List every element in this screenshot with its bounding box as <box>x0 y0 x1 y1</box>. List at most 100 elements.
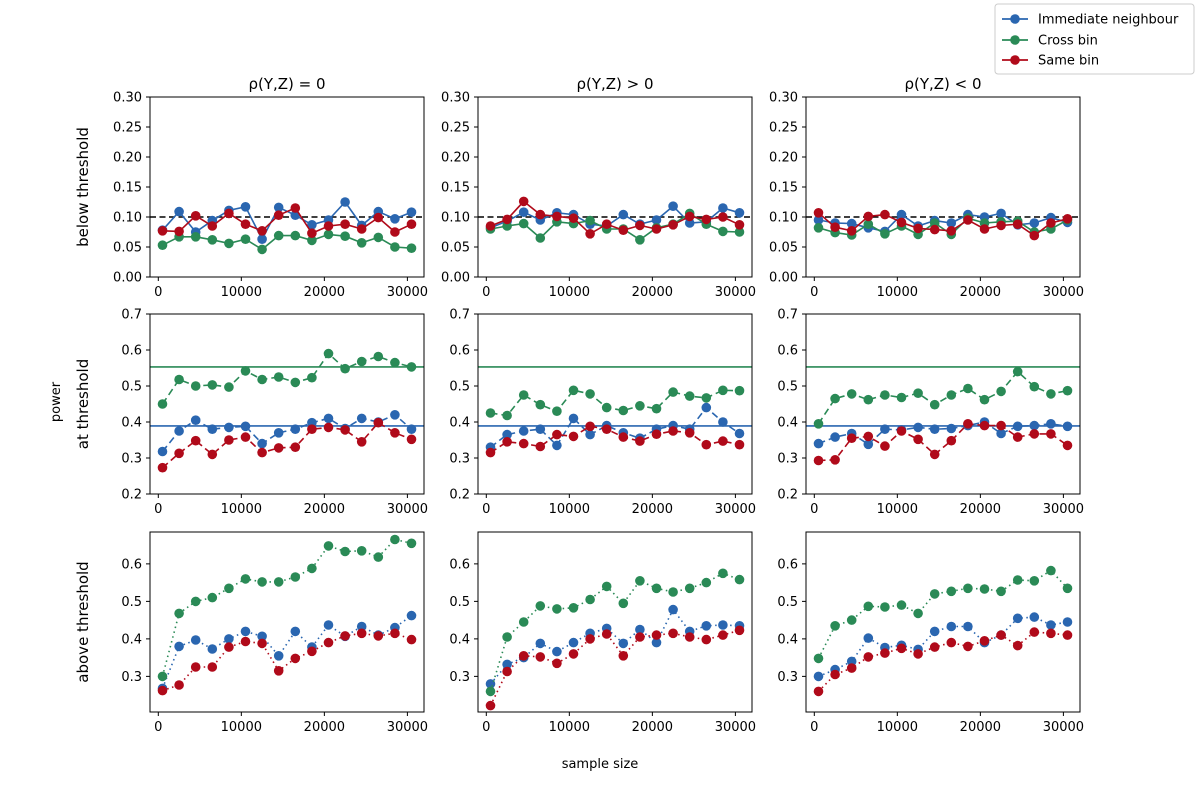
data-point-cross-bin <box>207 235 218 245</box>
x-tick-label: 30000 <box>715 720 756 735</box>
y-tick-label: 0.10 <box>113 211 142 226</box>
x-tick-label: 30000 <box>387 720 428 735</box>
data-point-cross-bin <box>518 617 529 627</box>
series-line-cross-bin <box>490 212 740 241</box>
x-tick-label: 20000 <box>960 285 1001 300</box>
data-point-same-bin <box>913 223 923 234</box>
data-point-same-bin <box>290 203 301 213</box>
data-point-immediate-neighbour <box>946 423 957 434</box>
data-point-cross-bin <box>635 401 645 411</box>
data-point-same-bin <box>340 219 350 229</box>
data-point-cross-bin <box>240 366 251 376</box>
data-point-cross-bin <box>618 598 629 609</box>
y-tick-label: 0.5 <box>121 595 142 610</box>
panel-r1-c0: 0 10000 20000 30000 0.2 0.3 0.4 0.5 0.6 0.7 at thr… <box>74 308 428 518</box>
y-tick-label: 0.3 <box>449 670 470 685</box>
panel-r2-c2: 0 10000 20000 30000 0.3 0.4 0.5 0.6 <box>777 531 1084 735</box>
series-line-cross-bin <box>817 569 1069 659</box>
data-point-same-bin <box>601 629 612 639</box>
y-tick-label: 0.25 <box>441 121 470 136</box>
y-tick-label: 0.2 <box>449 488 470 503</box>
data-point-cross-bin <box>979 394 990 405</box>
series-line-same-bin <box>490 425 740 454</box>
data-point-same-bin <box>585 421 595 432</box>
data-point-cross-bin <box>207 592 218 603</box>
data-point-immediate-neighbour <box>518 426 529 436</box>
data-point-same-bin <box>356 628 367 639</box>
data-point-cross-bin <box>240 234 251 244</box>
data-point-immediate-neighbour <box>207 644 218 654</box>
data-point-cross-bin <box>734 227 745 237</box>
data-point-cross-bin <box>356 546 367 556</box>
panel-r2-c0: 0 10000 20000 30000 0.3 0.4 0.5 0.6 above thresh… <box>74 531 428 735</box>
y-tick-label: 0.6 <box>449 557 470 572</box>
series-line-cross-bin <box>489 572 740 692</box>
data-point-same-bin <box>356 437 367 447</box>
data-point-cross-bin <box>290 230 301 241</box>
data-point-cross-bin <box>535 601 546 611</box>
data-point-immediate-neighbour <box>356 413 367 424</box>
data-point-same-bin <box>734 439 745 450</box>
y-tick-label: 0.25 <box>113 121 142 136</box>
data-point-same-bin <box>830 222 840 232</box>
data-point-same-bin <box>257 638 267 649</box>
y-tick-label: 0.00 <box>113 271 142 286</box>
data-point-same-bin <box>813 455 824 466</box>
data-point-cross-bin <box>552 604 562 614</box>
panel-r1-c1: 0 10000 20000 30000 0.2 0.3 0.4 0.5 0.6 0.7 <box>449 308 756 518</box>
data-point-immediate-neighbour <box>535 424 546 435</box>
panel-r0-c1: 0 10000 20000 30000 0.00 0.05 0.10 0.15 0.20 0.25… <box>441 75 756 300</box>
data-point-same-bin <box>373 631 384 641</box>
data-point-immediate-neighbour <box>240 202 251 212</box>
y-tick-label: 0.15 <box>113 181 142 196</box>
data-point-same-bin <box>830 455 840 465</box>
data-point-same-bin <box>273 666 284 676</box>
data-point-same-bin <box>1062 630 1073 640</box>
data-point-cross-bin <box>1062 385 1073 396</box>
data-point-same-bin <box>963 641 973 652</box>
data-point-cross-bin <box>373 351 384 362</box>
data-point-same-bin <box>174 680 184 690</box>
legend-marker-immediate-neighbour <box>1010 14 1020 24</box>
data-point-immediate-neighbour <box>618 209 629 220</box>
x-tick-label: 0 <box>482 502 490 517</box>
data-point-cross-bin <box>390 357 400 368</box>
data-point-same-bin <box>373 212 384 223</box>
legend-entry-same-bin: Same bin <box>1002 54 1099 69</box>
series-line-immediate-neighbour <box>818 616 1068 678</box>
data-point-cross-bin <box>880 602 890 612</box>
data-point-same-bin <box>880 648 890 658</box>
axes-frame <box>149 531 425 713</box>
data-point-same-bin <box>651 224 662 234</box>
data-point-same-bin <box>406 434 417 445</box>
y-tick-label: 0.10 <box>441 211 470 226</box>
series-same-bin <box>813 208 1073 241</box>
data-point-cross-bin <box>863 601 874 612</box>
data-point-immediate-neighbour <box>963 621 973 632</box>
data-point-immediate-neighbour <box>273 651 284 661</box>
data-point-immediate-neighbour <box>684 218 695 228</box>
data-point-immediate-neighbour <box>157 446 168 457</box>
x-tick-label: 30000 <box>1043 720 1084 735</box>
data-point-cross-bin <box>668 387 678 397</box>
y-tick-label: 0.5 <box>449 380 470 395</box>
series-line-same-bin <box>162 206 412 235</box>
data-point-cross-bin <box>946 586 957 597</box>
data-point-immediate-neighbour <box>323 413 334 424</box>
y-tick-label: 0.00 <box>441 271 470 286</box>
data-point-cross-bin <box>734 574 745 585</box>
x-tick-label: 10000 <box>877 502 918 517</box>
data-point-same-bin <box>979 636 990 646</box>
axes-frame <box>477 313 753 495</box>
axes-frame <box>149 96 425 278</box>
data-point-cross-bin <box>273 372 284 382</box>
legend-frame <box>994 3 1195 75</box>
data-point-cross-bin <box>518 218 529 229</box>
series-line-immediate-neighbour <box>818 421 1068 446</box>
data-point-same-bin <box>651 630 662 640</box>
data-point-cross-bin <box>390 534 400 545</box>
data-point-cross-bin <box>323 348 334 359</box>
data-point-immediate-neighbour <box>1012 613 1023 624</box>
x-tick-label: 30000 <box>715 285 756 300</box>
x-tick-label: 30000 <box>715 502 756 517</box>
